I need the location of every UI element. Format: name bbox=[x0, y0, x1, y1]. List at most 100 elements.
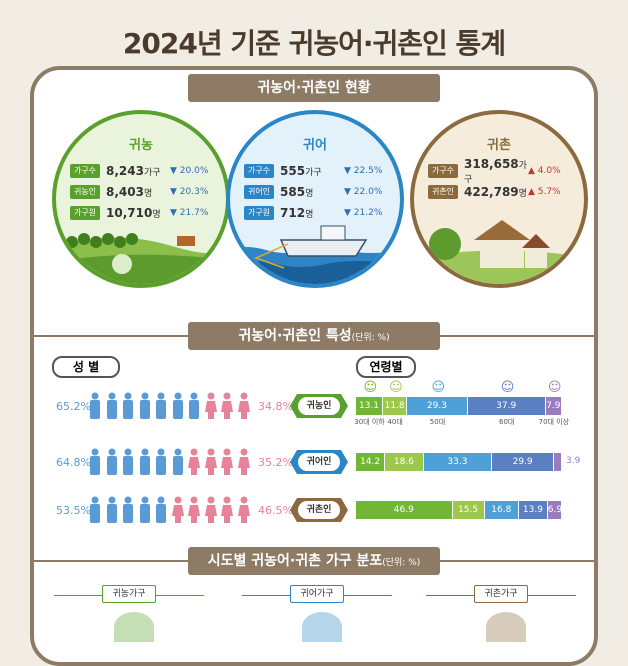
head-shape bbox=[91, 392, 99, 400]
landscape-illustration bbox=[56, 233, 226, 284]
male-figure-icon bbox=[90, 448, 100, 475]
male-figure-icon bbox=[123, 392, 133, 419]
house-icon bbox=[525, 246, 547, 268]
tree-icon bbox=[126, 233, 138, 245]
body-shape bbox=[156, 504, 166, 523]
body-shape bbox=[237, 457, 250, 475]
female-figure-icon bbox=[237, 392, 250, 419]
stat-value: 585명 bbox=[280, 184, 314, 199]
stat-row: 귀농인 8,403명 ▼ 20.3% bbox=[70, 183, 208, 200]
stat-value: 8,243가구 bbox=[106, 163, 161, 178]
traits-unit: (단위: %) bbox=[351, 333, 390, 343]
field-shape bbox=[56, 254, 226, 284]
category-title: 귀농 bbox=[129, 138, 153, 153]
body-shape bbox=[237, 505, 250, 523]
body-shape bbox=[188, 505, 200, 523]
arrow-down-icon: ▼ bbox=[344, 207, 351, 218]
age-segment: 29.3 bbox=[407, 397, 467, 415]
body-shape bbox=[156, 456, 166, 475]
head-shape bbox=[223, 496, 231, 504]
change-text: 21.2% bbox=[350, 207, 383, 218]
stat-label: 귀농인 bbox=[70, 184, 100, 199]
age-segment: 7.9 bbox=[545, 397, 561, 415]
age-group-label: 30대 이하 bbox=[354, 418, 385, 426]
body-shape bbox=[172, 456, 183, 475]
category-circle-2: 귀촌 가구수 318,658가구 ▲ 4.0% 귀촌인 422,789명 ▲ 5.7% bbox=[410, 110, 588, 288]
male-pct-label: 53.5% bbox=[56, 504, 91, 517]
age-segment: 29.9 bbox=[492, 453, 553, 471]
head-shape bbox=[207, 448, 214, 456]
category-badge: 귀어인 bbox=[290, 450, 348, 474]
change-value: ▼ 22.0% bbox=[344, 187, 382, 197]
stat-value: 318,658가구 bbox=[464, 156, 527, 185]
stat-unit: 명 bbox=[152, 209, 161, 220]
male-figure-icon bbox=[156, 448, 166, 475]
change-value: ▼ 21.2% bbox=[344, 208, 382, 218]
gender-figures bbox=[88, 448, 254, 476]
barn-icon bbox=[177, 236, 195, 246]
male-figure-icon bbox=[172, 448, 183, 475]
arrow-down-icon: ▼ bbox=[344, 165, 351, 176]
person-face-icon: ☺ bbox=[547, 380, 562, 395]
body-shape bbox=[139, 456, 150, 475]
head-shape bbox=[207, 392, 214, 400]
page-title: 2024년 기준 귀농어·귀촌인 통계 bbox=[122, 27, 506, 60]
stat-label: 귀촌인 bbox=[428, 184, 458, 199]
regional-tab-1[interactable]: 귀어가구 bbox=[290, 585, 344, 603]
stat-unit: 명 bbox=[518, 188, 527, 199]
head-shape bbox=[108, 392, 115, 400]
change-text: 21.7% bbox=[176, 207, 209, 218]
age-segment bbox=[553, 453, 561, 471]
stat-unit: 가구 bbox=[464, 160, 527, 185]
age-bar: 14.2 18.6 33.3 29.9 bbox=[356, 453, 562, 471]
region-map-shape bbox=[486, 612, 526, 642]
stat-row: 가구원 10,710명 ▼ 21.7% bbox=[70, 204, 208, 221]
head-shape bbox=[190, 392, 198, 400]
body-shape bbox=[106, 456, 117, 475]
male-pct-label: 64.8% bbox=[56, 456, 91, 469]
body-shape bbox=[106, 504, 117, 523]
age-segment: 46.9 bbox=[356, 501, 452, 519]
arrow-up-icon: ▲ bbox=[528, 165, 535, 176]
age-segment: 15.5 bbox=[452, 501, 484, 519]
change-text: 22.5% bbox=[350, 165, 383, 176]
change-text: 20.0% bbox=[176, 165, 209, 176]
change-value: ▼ 20.0% bbox=[170, 166, 208, 176]
category-badge-label: 귀어인 bbox=[298, 453, 340, 471]
male-figure-icon bbox=[90, 496, 100, 523]
category-badge-label: 귀촌인 bbox=[298, 501, 340, 519]
regional-tab-2[interactable]: 귀촌가구 bbox=[474, 585, 528, 603]
stat-value: 712명 bbox=[280, 205, 314, 220]
stat-label: 가구수 bbox=[244, 163, 274, 178]
change-value: ▲ 5.7% bbox=[528, 187, 561, 197]
stat-row: 가구수 8,243가구 ▼ 20.0% bbox=[70, 162, 208, 179]
regional-tab-0[interactable]: 귀농가구 bbox=[102, 585, 156, 603]
body-shape bbox=[204, 401, 217, 419]
female-figure-icon bbox=[221, 496, 233, 523]
male-figure-icon bbox=[156, 392, 166, 419]
roof-icon bbox=[522, 234, 550, 248]
category-badge: 귀촌인 bbox=[290, 498, 348, 522]
female-pct-label: 34.8% bbox=[258, 400, 293, 413]
stat-value: 422,789명 bbox=[464, 184, 527, 199]
body-shape bbox=[204, 457, 217, 475]
house-icon bbox=[480, 238, 524, 268]
male-figure-icon bbox=[106, 392, 117, 419]
head-shape bbox=[157, 392, 165, 400]
stat-unit: 가구 bbox=[143, 167, 161, 178]
category-badge: 귀농인 bbox=[290, 394, 348, 418]
body-shape bbox=[123, 456, 133, 475]
male-figure-icon bbox=[156, 496, 166, 523]
status-banner-label: 귀농어·귀촌인 현황 bbox=[257, 80, 371, 96]
head-shape bbox=[141, 392, 148, 400]
gender-label: 성 별 bbox=[52, 356, 120, 378]
body-shape bbox=[188, 457, 200, 475]
age-segment-label: 3.9 bbox=[566, 456, 581, 466]
category-circle-1: 귀어 가구수 555가구 ▼ 22.5% 귀어인 585명 ▼ 22.0% 가구원 712명 ▼ … bbox=[226, 110, 404, 288]
stat-label: 가구원 bbox=[70, 205, 100, 220]
body-shape bbox=[189, 400, 199, 419]
age-segment: 6.9 bbox=[547, 501, 562, 519]
status-banner: 귀농어·귀촌인 현황 bbox=[188, 74, 440, 102]
arrow-down-icon: ▼ bbox=[344, 186, 351, 197]
body-shape bbox=[156, 400, 166, 419]
